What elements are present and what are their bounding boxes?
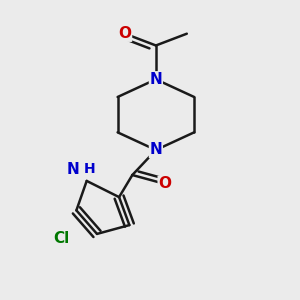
Text: O: O [158, 176, 171, 191]
Text: O: O [118, 26, 131, 41]
Text: H: H [84, 162, 95, 176]
Text: Cl: Cl [53, 231, 70, 246]
Text: N: N [149, 72, 162, 87]
Text: N: N [149, 142, 162, 158]
Text: N: N [67, 162, 80, 177]
